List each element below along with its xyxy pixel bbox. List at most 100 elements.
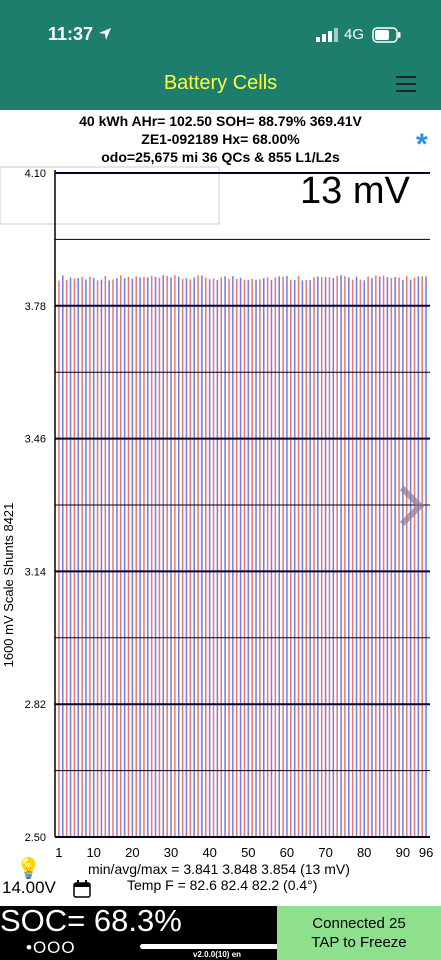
cell-bar — [344, 276, 346, 837]
cell-bar — [108, 280, 110, 838]
cell-bar — [158, 277, 161, 837]
cell-bar — [394, 277, 396, 837]
cell-bar — [282, 276, 284, 837]
network-type: 4G — [344, 26, 365, 43]
x-tick-label: 10 — [86, 845, 100, 860]
x-tick-label: 40 — [202, 845, 216, 860]
freeze-button[interactable] — [277, 906, 441, 960]
cell-bar — [150, 275, 153, 837]
cell-bar — [251, 278, 253, 838]
cell-bar — [375, 275, 377, 837]
cell-bar — [127, 277, 130, 837]
cell-bar — [89, 276, 91, 837]
cell-bar — [69, 277, 72, 838]
menu-icon[interactable] — [396, 72, 416, 94]
cell-bar — [85, 279, 87, 838]
cell-bar — [220, 277, 223, 837]
y-tick-label: 3.46 — [25, 434, 46, 446]
page-indicator[interactable]: •OOO — [26, 938, 76, 957]
y-axis-label: 1600 mV Scale Shunts 8421 — [1, 503, 16, 668]
cell-bar — [305, 280, 308, 837]
home-indicator[interactable] — [140, 944, 300, 949]
cell-bar — [340, 275, 342, 837]
x-tick-label: 96 — [419, 845, 433, 860]
spread-value: 13 mV — [300, 170, 410, 212]
cell-bar — [274, 277, 277, 837]
cell-bar — [293, 280, 296, 837]
bluetooth-icon[interactable]: * — [416, 128, 428, 161]
cell-bar — [123, 278, 126, 837]
bulb-icon[interactable]: 💡 — [16, 858, 41, 880]
cell-bar — [131, 278, 134, 837]
connection-status[interactable]: Connected 25 — [312, 915, 406, 932]
cell-bar — [371, 278, 373, 837]
soc-panel — [0, 906, 277, 960]
cell-bar — [58, 280, 60, 838]
cell-bar — [317, 276, 319, 837]
cell-bar — [166, 275, 168, 838]
cell-bar — [367, 276, 369, 837]
cell-bar — [239, 277, 242, 838]
cell-bar — [73, 278, 76, 838]
cell-bar — [324, 276, 327, 837]
chart-overlay-box — [0, 166, 220, 225]
cell-bar — [313, 277, 315, 837]
cell-bar — [320, 277, 323, 837]
cell-bar — [181, 278, 184, 837]
cell-bar — [162, 275, 165, 838]
cell-bar — [336, 276, 338, 837]
app-header: 11:37 4G Battery Cells — [0, 0, 441, 110]
freeze-label[interactable]: TAP to Freeze — [311, 934, 407, 951]
page-title: Battery Cells — [163, 72, 278, 94]
cell-bar — [177, 276, 180, 837]
min-avg-max-stats: min/avg/max = 3.841 3.848 3.854 (13 mV) — [88, 861, 350, 877]
cell-bar — [100, 279, 103, 837]
cell-bar — [297, 276, 300, 837]
soc-value: SOC= 68.3% — [0, 903, 182, 938]
app-version: v2.0.0(10) en — [193, 950, 242, 959]
cell-bar — [65, 280, 68, 837]
cell-bar — [266, 277, 269, 837]
cell-bar — [112, 279, 114, 837]
cell-bar — [119, 275, 122, 838]
cell-voltage-chart: 4.10 3.78 3.46 3.14 2.82 2.50 1 10 20 30 40 50 60 70… — [0, 166, 433, 860]
signal-icon — [316, 28, 338, 42]
y-tick-label: 2.82 — [25, 699, 46, 711]
cell-bar — [135, 276, 137, 837]
cell-bar — [409, 279, 412, 838]
cell-bar — [170, 277, 172, 837]
cell-bar — [193, 277, 195, 837]
cell-bar — [328, 277, 331, 837]
chevron-right-icon[interactable] — [398, 484, 428, 528]
y-tick-label: 3.78 — [25, 301, 46, 313]
cell-bar — [301, 280, 304, 837]
x-tick-label: 30 — [164, 845, 178, 860]
cell-bar — [402, 280, 404, 838]
cell-bar — [143, 276, 145, 837]
cell-bar — [255, 279, 257, 837]
cell-bar — [232, 276, 234, 837]
x-tick-label: 1 — [55, 845, 62, 860]
cell-bar — [77, 278, 80, 837]
cell-bar — [363, 280, 366, 837]
cell-bar — [154, 276, 157, 837]
x-tick-label: 20 — [125, 845, 139, 860]
x-tick-label: 60 — [280, 845, 294, 860]
cell-bar — [382, 275, 385, 838]
cell-bar — [185, 278, 188, 838]
location-arrow-icon — [99, 28, 111, 40]
battery-icon — [372, 27, 401, 43]
cell-bar — [243, 279, 246, 838]
cell-bar — [174, 275, 176, 837]
cell-bar — [147, 277, 149, 838]
cell-bar — [212, 278, 215, 837]
cell-bar — [359, 279, 362, 837]
x-tick-label: 70 — [318, 845, 332, 860]
cell-bar — [208, 279, 211, 838]
cell-bar — [398, 277, 400, 837]
cell-bar — [81, 277, 83, 837]
cell-bar — [247, 279, 250, 837]
cell-bar — [104, 276, 107, 837]
aux-battery-voltage: 14.00V — [2, 878, 56, 897]
calendar-icon[interactable] — [73, 880, 91, 898]
